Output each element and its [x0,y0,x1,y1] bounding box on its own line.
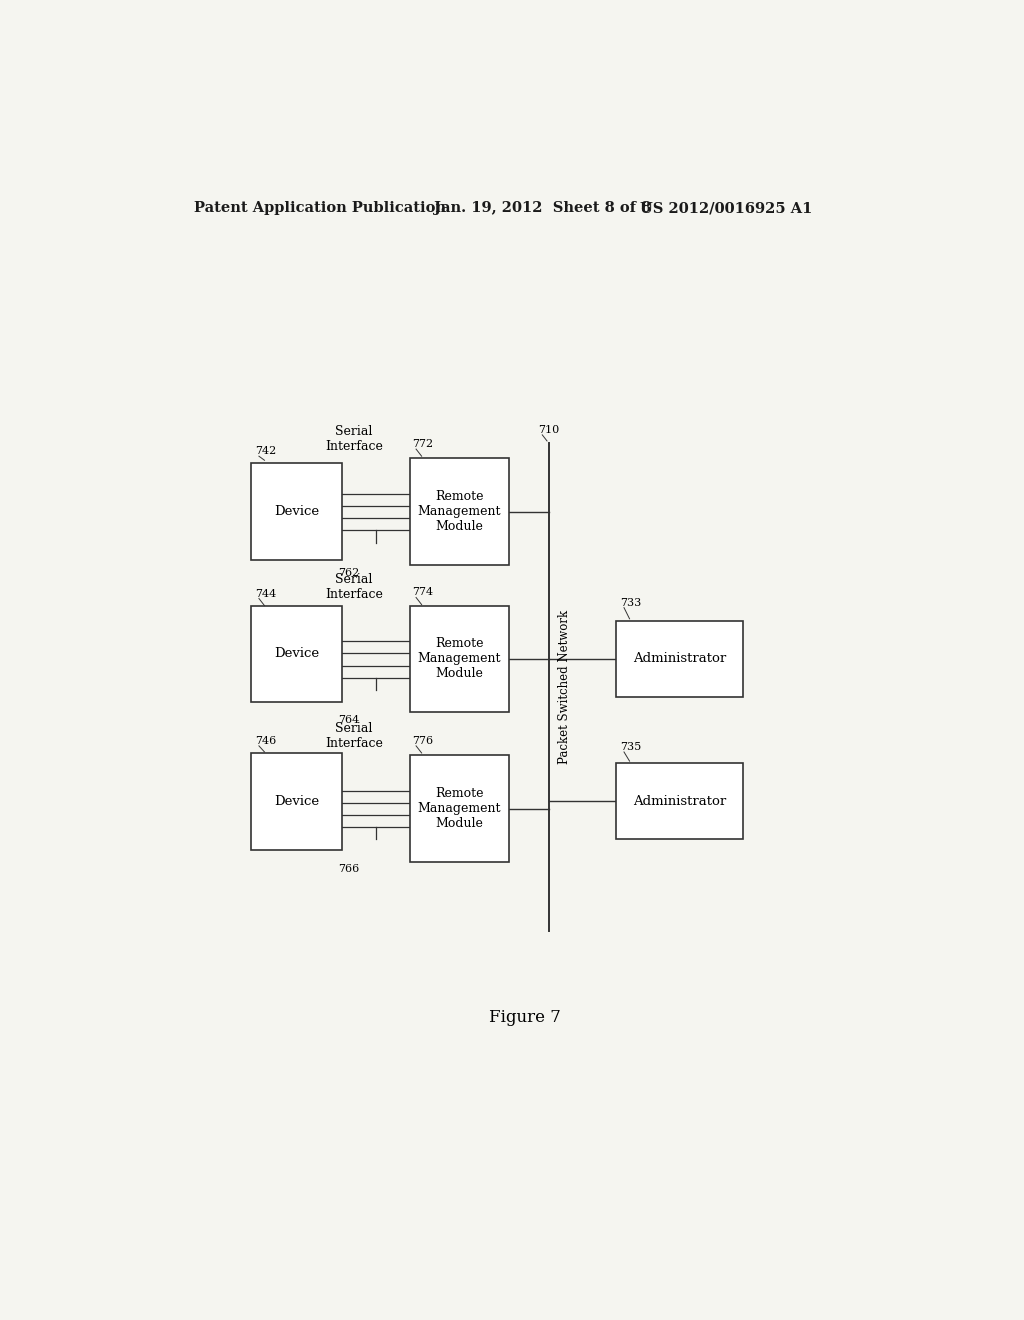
Bar [616,620,743,697]
Text: 766: 766 [338,863,359,874]
Text: Jan. 19, 2012  Sheet 8 of 8: Jan. 19, 2012 Sheet 8 of 8 [433,201,651,215]
Text: 733: 733 [620,598,641,607]
Text: Serial
Interface: Serial Interface [326,722,383,750]
Text: 735: 735 [620,742,641,752]
Text: Device: Device [274,795,319,808]
Text: Figure 7: Figure 7 [488,1008,561,1026]
Text: 772: 772 [412,440,433,449]
Text: 746: 746 [255,735,276,746]
Text: 744: 744 [255,589,276,598]
Text: Patent Application Publication: Patent Application Publication [194,201,445,215]
Text: 742: 742 [255,446,276,457]
Text: US 2012/0016925 A1: US 2012/0016925 A1 [640,201,812,215]
Text: 710: 710 [539,425,559,434]
Bar [251,752,342,850]
Text: 776: 776 [412,735,433,746]
Bar [410,458,509,565]
Text: Remote
Management
Module: Remote Management Module [418,638,501,681]
Text: Remote
Management
Module: Remote Management Module [418,490,501,533]
Text: Packet Switched Network: Packet Switched Network [558,610,571,764]
Bar [251,463,342,560]
Text: 774: 774 [412,587,433,598]
Bar [410,606,509,713]
Text: Administrator: Administrator [633,795,726,808]
Text: 762: 762 [338,568,359,578]
Text: Serial
Interface: Serial Interface [326,573,383,601]
Text: Remote
Management
Module: Remote Management Module [418,787,501,830]
Text: Device: Device [274,647,319,660]
Text: Device: Device [274,506,319,517]
Bar [251,606,342,702]
Text: 764: 764 [338,715,359,726]
Text: Serial
Interface: Serial Interface [326,425,383,453]
Bar [410,755,509,862]
Bar [616,763,743,840]
Text: Administrator: Administrator [633,652,726,665]
